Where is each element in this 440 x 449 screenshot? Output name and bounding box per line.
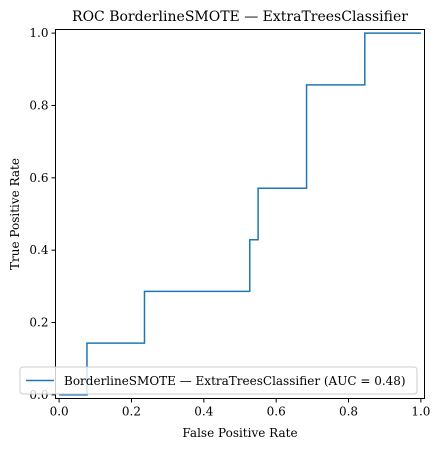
- x-tick-label: 0.8: [339, 405, 358, 419]
- plot-frame: [55, 29, 425, 399]
- y-tick-label: 0.6: [29, 171, 48, 185]
- x-tick-label: 0.2: [122, 405, 141, 419]
- roc-curve-line: [59, 32, 421, 396]
- legend-entry: BorderlineSMOTE — ExtraTreesClassifier (…: [64, 374, 406, 388]
- x-tick-label: 1.0: [411, 405, 430, 419]
- chart-title: ROC BorderlineSMOTE — ExtraTreesClassifi…: [72, 9, 408, 25]
- x-axis: 0.0 0.2 0.4 0.6 0.8 1.0: [50, 398, 430, 419]
- y-axis: 0.00.20.40.60.81.0: [29, 26, 56, 402]
- y-tick-label: 0.4: [29, 243, 48, 257]
- legend-box: [19, 366, 418, 395]
- y-axis-label: True Positive Rate: [8, 158, 22, 270]
- x-tick-label: 0.4: [194, 405, 213, 419]
- y-tick-label: 0.8: [29, 98, 48, 112]
- x-tick-label: 0.6: [267, 405, 286, 419]
- y-tick-label: 1.0: [29, 26, 48, 40]
- y-tick-label: 0.2: [29, 316, 48, 330]
- x-axis-label: False Positive Rate: [182, 426, 297, 440]
- legend: BorderlineSMOTE — ExtraTreesClassifier (…: [19, 366, 418, 395]
- series-layer: [59, 32, 421, 396]
- x-tick-label: 0.0: [50, 405, 69, 419]
